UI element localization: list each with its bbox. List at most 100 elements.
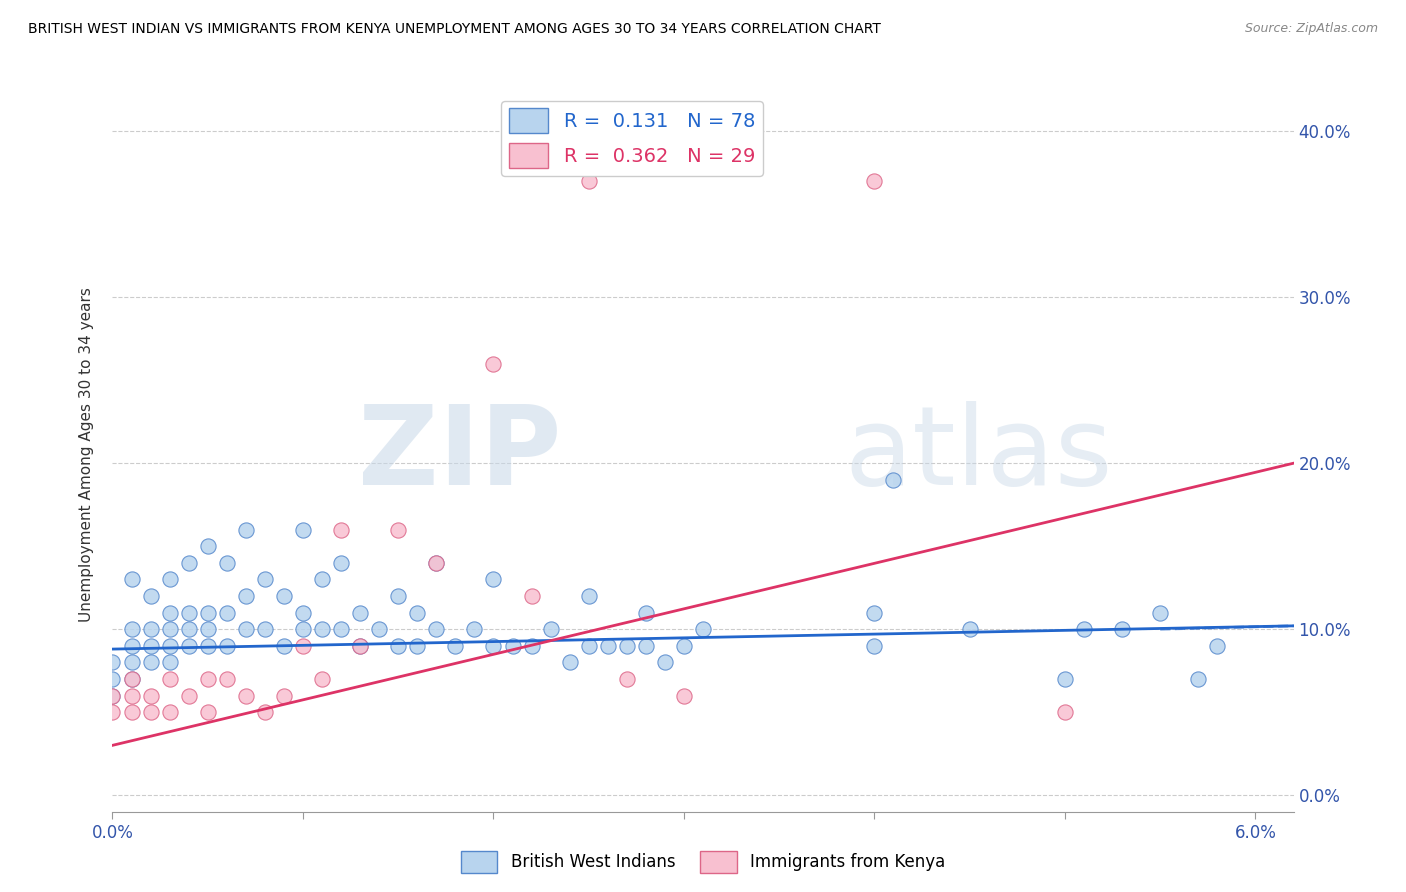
Point <box>959 622 981 636</box>
Point <box>121 639 143 653</box>
Point <box>654 656 676 670</box>
Point <box>406 639 429 653</box>
Point <box>578 639 600 653</box>
Point <box>425 622 447 636</box>
Point <box>1053 672 1076 686</box>
Point <box>540 622 562 636</box>
Point <box>330 523 353 537</box>
Point <box>121 689 143 703</box>
Point <box>882 473 904 487</box>
Point <box>139 639 162 653</box>
Point <box>121 656 143 670</box>
Point <box>177 689 200 703</box>
Point <box>235 523 257 537</box>
Point <box>101 656 124 670</box>
Point <box>273 589 295 603</box>
Point <box>139 589 162 603</box>
Point <box>425 556 447 570</box>
Point <box>197 705 219 719</box>
Point <box>634 606 657 620</box>
Point <box>330 556 353 570</box>
Point <box>215 672 238 686</box>
Point <box>121 573 143 587</box>
Point <box>101 705 124 719</box>
Point <box>215 556 238 570</box>
Point <box>197 639 219 653</box>
Point <box>863 174 886 188</box>
Point <box>482 357 505 371</box>
Point <box>159 573 181 587</box>
Point <box>139 622 162 636</box>
Point <box>139 689 162 703</box>
Point <box>159 606 181 620</box>
Text: atlas: atlas <box>845 401 1114 508</box>
Point <box>1111 622 1133 636</box>
Point <box>387 589 409 603</box>
Point <box>177 639 200 653</box>
Point <box>463 622 485 636</box>
Point <box>197 672 219 686</box>
Point <box>291 622 314 636</box>
Point <box>368 622 391 636</box>
Point <box>253 573 276 587</box>
Point <box>197 622 219 636</box>
Point <box>520 639 543 653</box>
Point <box>1187 672 1209 686</box>
Point <box>159 639 181 653</box>
Point <box>121 622 143 636</box>
Point <box>121 705 143 719</box>
Point <box>253 622 276 636</box>
Point <box>177 606 200 620</box>
Point <box>387 639 409 653</box>
Point <box>139 656 162 670</box>
Point <box>349 639 371 653</box>
Point <box>197 539 219 553</box>
Point <box>482 573 505 587</box>
Point <box>558 656 581 670</box>
Text: Source: ZipAtlas.com: Source: ZipAtlas.com <box>1244 22 1378 36</box>
Point <box>215 606 238 620</box>
Legend: British West Indians, Immigrants from Kenya: British West Indians, Immigrants from Ke… <box>454 845 952 880</box>
Y-axis label: Unemployment Among Ages 30 to 34 years: Unemployment Among Ages 30 to 34 years <box>79 287 94 623</box>
Point <box>672 689 695 703</box>
Text: BRITISH WEST INDIAN VS IMMIGRANTS FROM KENYA UNEMPLOYMENT AMONG AGES 30 TO 34 YE: BRITISH WEST INDIAN VS IMMIGRANTS FROM K… <box>28 22 882 37</box>
Point <box>311 622 333 636</box>
Point <box>197 606 219 620</box>
Point <box>330 622 353 636</box>
Point <box>482 639 505 653</box>
Point <box>121 672 143 686</box>
Point <box>616 672 638 686</box>
Point <box>291 523 314 537</box>
Point <box>177 622 200 636</box>
Point <box>159 705 181 719</box>
Point <box>215 639 238 653</box>
Point <box>672 639 695 653</box>
Point <box>101 689 124 703</box>
Point <box>1206 639 1229 653</box>
Point <box>863 639 886 653</box>
Point <box>406 606 429 620</box>
Point <box>159 622 181 636</box>
Point <box>692 622 714 636</box>
Point <box>1149 606 1171 620</box>
Point <box>159 672 181 686</box>
Point <box>235 622 257 636</box>
Text: ZIP: ZIP <box>359 401 561 508</box>
Point <box>349 639 371 653</box>
Point <box>444 639 467 653</box>
Point <box>1073 622 1095 636</box>
Point <box>578 589 600 603</box>
Point <box>159 656 181 670</box>
Point <box>273 689 295 703</box>
Point <box>235 589 257 603</box>
Point <box>253 705 276 719</box>
Point <box>425 556 447 570</box>
Point <box>177 556 200 570</box>
Point <box>121 672 143 686</box>
Point <box>273 639 295 653</box>
Point <box>139 705 162 719</box>
Point <box>291 639 314 653</box>
Point <box>578 174 600 188</box>
Point <box>863 606 886 620</box>
Point <box>101 689 124 703</box>
